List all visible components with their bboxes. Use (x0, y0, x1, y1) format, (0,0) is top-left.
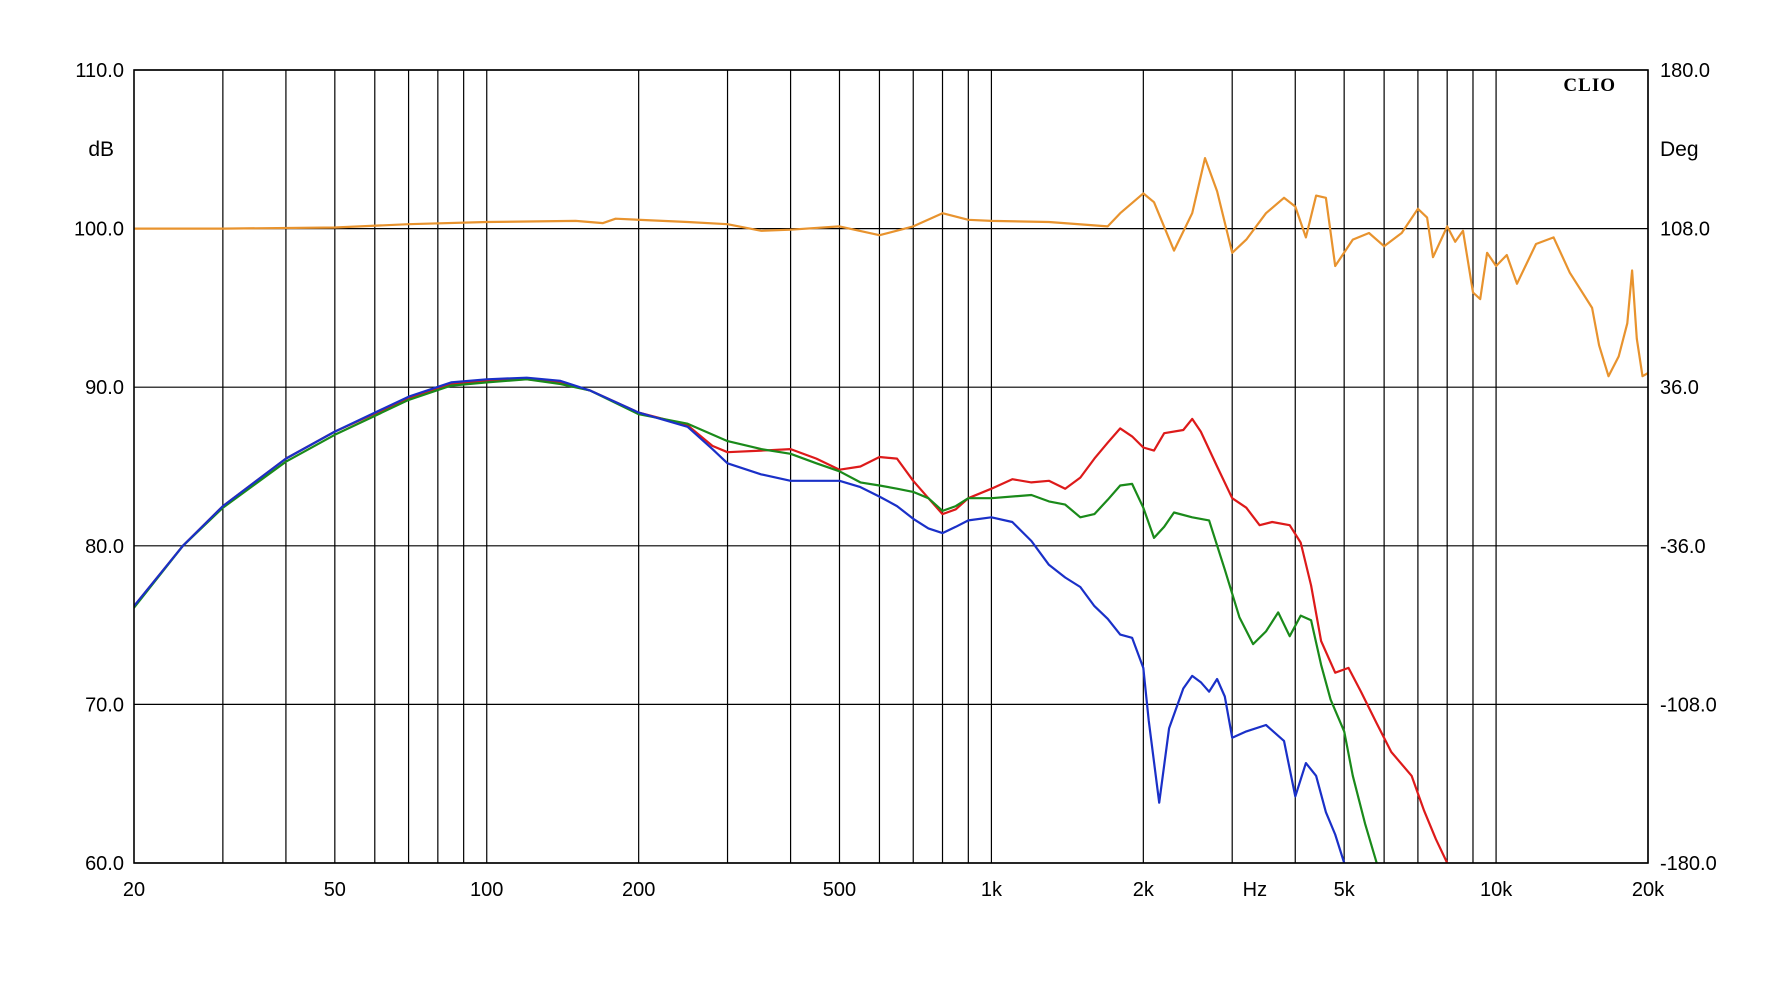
y-left-unit-label: dB (88, 138, 114, 161)
y-left-tick-label: 90.0 (85, 377, 124, 399)
x-tick-label: 50 (324, 879, 346, 901)
y-right-tick-label: 108.0 (1660, 219, 1710, 241)
y-left-tick-label: 60.0 (85, 853, 124, 875)
x-tick-label: 200 (622, 879, 655, 901)
y-left-tick-label: 110.0 (75, 60, 124, 82)
x-tick-label: 20k (1632, 879, 1665, 901)
x-tick-label: 2k (1133, 879, 1155, 901)
y-right-tick-label: 180.0 (1660, 60, 1710, 82)
x-tick-label: 500 (823, 879, 856, 901)
series-line-4 (134, 376, 1346, 863)
x-unit-label: Hz (1243, 879, 1267, 901)
y-left-tick-label: 80.0 (85, 536, 124, 558)
x-tick-label: 100 (470, 879, 503, 901)
y-left-tick-label: 70.0 (85, 694, 124, 716)
series-line-3 (134, 378, 1378, 863)
y-left-tick-label: 100.0 (74, 219, 124, 241)
x-tick-label: 5k (1334, 879, 1356, 901)
brand-label: CLIO (1563, 75, 1616, 96)
y-right-unit-label: Deg (1660, 138, 1699, 161)
y-right-tick-label: 36.0 (1660, 377, 1699, 399)
series-group (134, 157, 1648, 863)
series-line-1 (134, 157, 1648, 378)
tick-labels: 20 50 100 200 500 1k 2k 5k 10k 20k Hz 110.0 100.0 90.… (74, 60, 1717, 901)
plot-frame (133, 69, 1649, 864)
y-right-tick-label: -36.0 (1660, 536, 1706, 558)
y-right-tick-label: -108.0 (1660, 694, 1717, 716)
y-right-tick-label: -180.0 (1660, 853, 1717, 875)
x-tick-label: 1k (981, 879, 1003, 901)
x-tick-label: 10k (1480, 879, 1513, 901)
x-tick-label: 20 (123, 879, 145, 901)
